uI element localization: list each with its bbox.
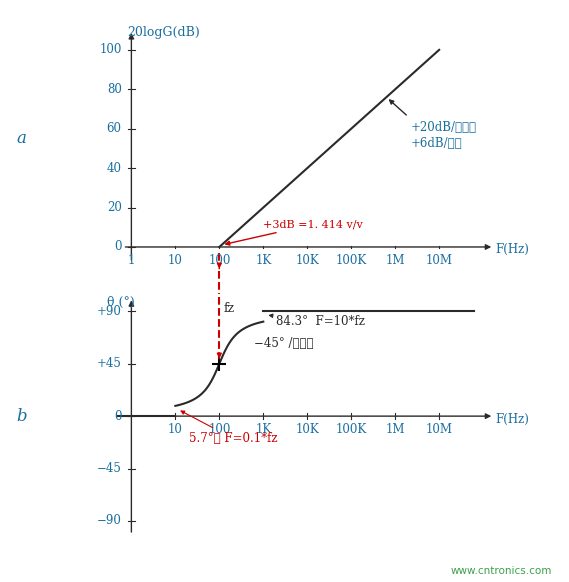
Text: 100: 100 [208,254,230,267]
Text: F(Hz): F(Hz) [496,413,529,426]
Text: 40: 40 [107,162,122,175]
Text: 100K: 100K [336,254,367,267]
Text: 100: 100 [100,43,122,56]
Text: +45: +45 [97,357,122,370]
Text: 5.7°， F=0.1*fz: 5.7°， F=0.1*fz [181,411,277,445]
Text: 80: 80 [107,83,122,96]
Text: www.cntronics.com: www.cntronics.com [451,566,552,576]
Text: 1M: 1M [385,254,405,267]
Text: 10: 10 [168,423,183,436]
Text: 20: 20 [107,201,122,214]
Text: +3dB =1. 414 v/v: +3dB =1. 414 v/v [226,219,363,245]
Text: 84.3°  F=10*fz: 84.3° F=10*fz [270,314,365,328]
Text: 60: 60 [107,122,122,135]
Text: −45: −45 [97,462,122,475]
Text: +20dB/十倍频: +20dB/十倍频 [411,121,477,134]
Text: fz: fz [224,302,235,315]
Text: 20logG(dB): 20logG(dB) [127,26,200,39]
Text: 1: 1 [127,254,135,267]
Text: F(Hz): F(Hz) [496,243,529,257]
Text: 0: 0 [114,240,122,254]
Text: 10M: 10M [426,423,453,436]
Text: 100: 100 [208,423,230,436]
Text: 1K: 1K [255,423,271,436]
Text: −90: −90 [97,514,122,527]
Text: +6dB/倍频: +6dB/倍频 [411,137,462,150]
Text: 10: 10 [168,254,183,267]
Text: 1M: 1M [385,423,405,436]
Text: b: b [16,407,27,425]
Text: +90: +90 [97,305,122,318]
Text: 10K: 10K [295,423,319,436]
Text: 10M: 10M [426,254,453,267]
Text: 0: 0 [114,410,122,423]
Text: 10K: 10K [295,254,319,267]
Text: 1K: 1K [255,254,271,267]
Text: −45° /十倍频: −45° /十倍频 [254,338,314,350]
Text: 100K: 100K [336,423,367,436]
Text: θ (°): θ (°) [107,296,135,309]
Text: a: a [17,130,26,147]
